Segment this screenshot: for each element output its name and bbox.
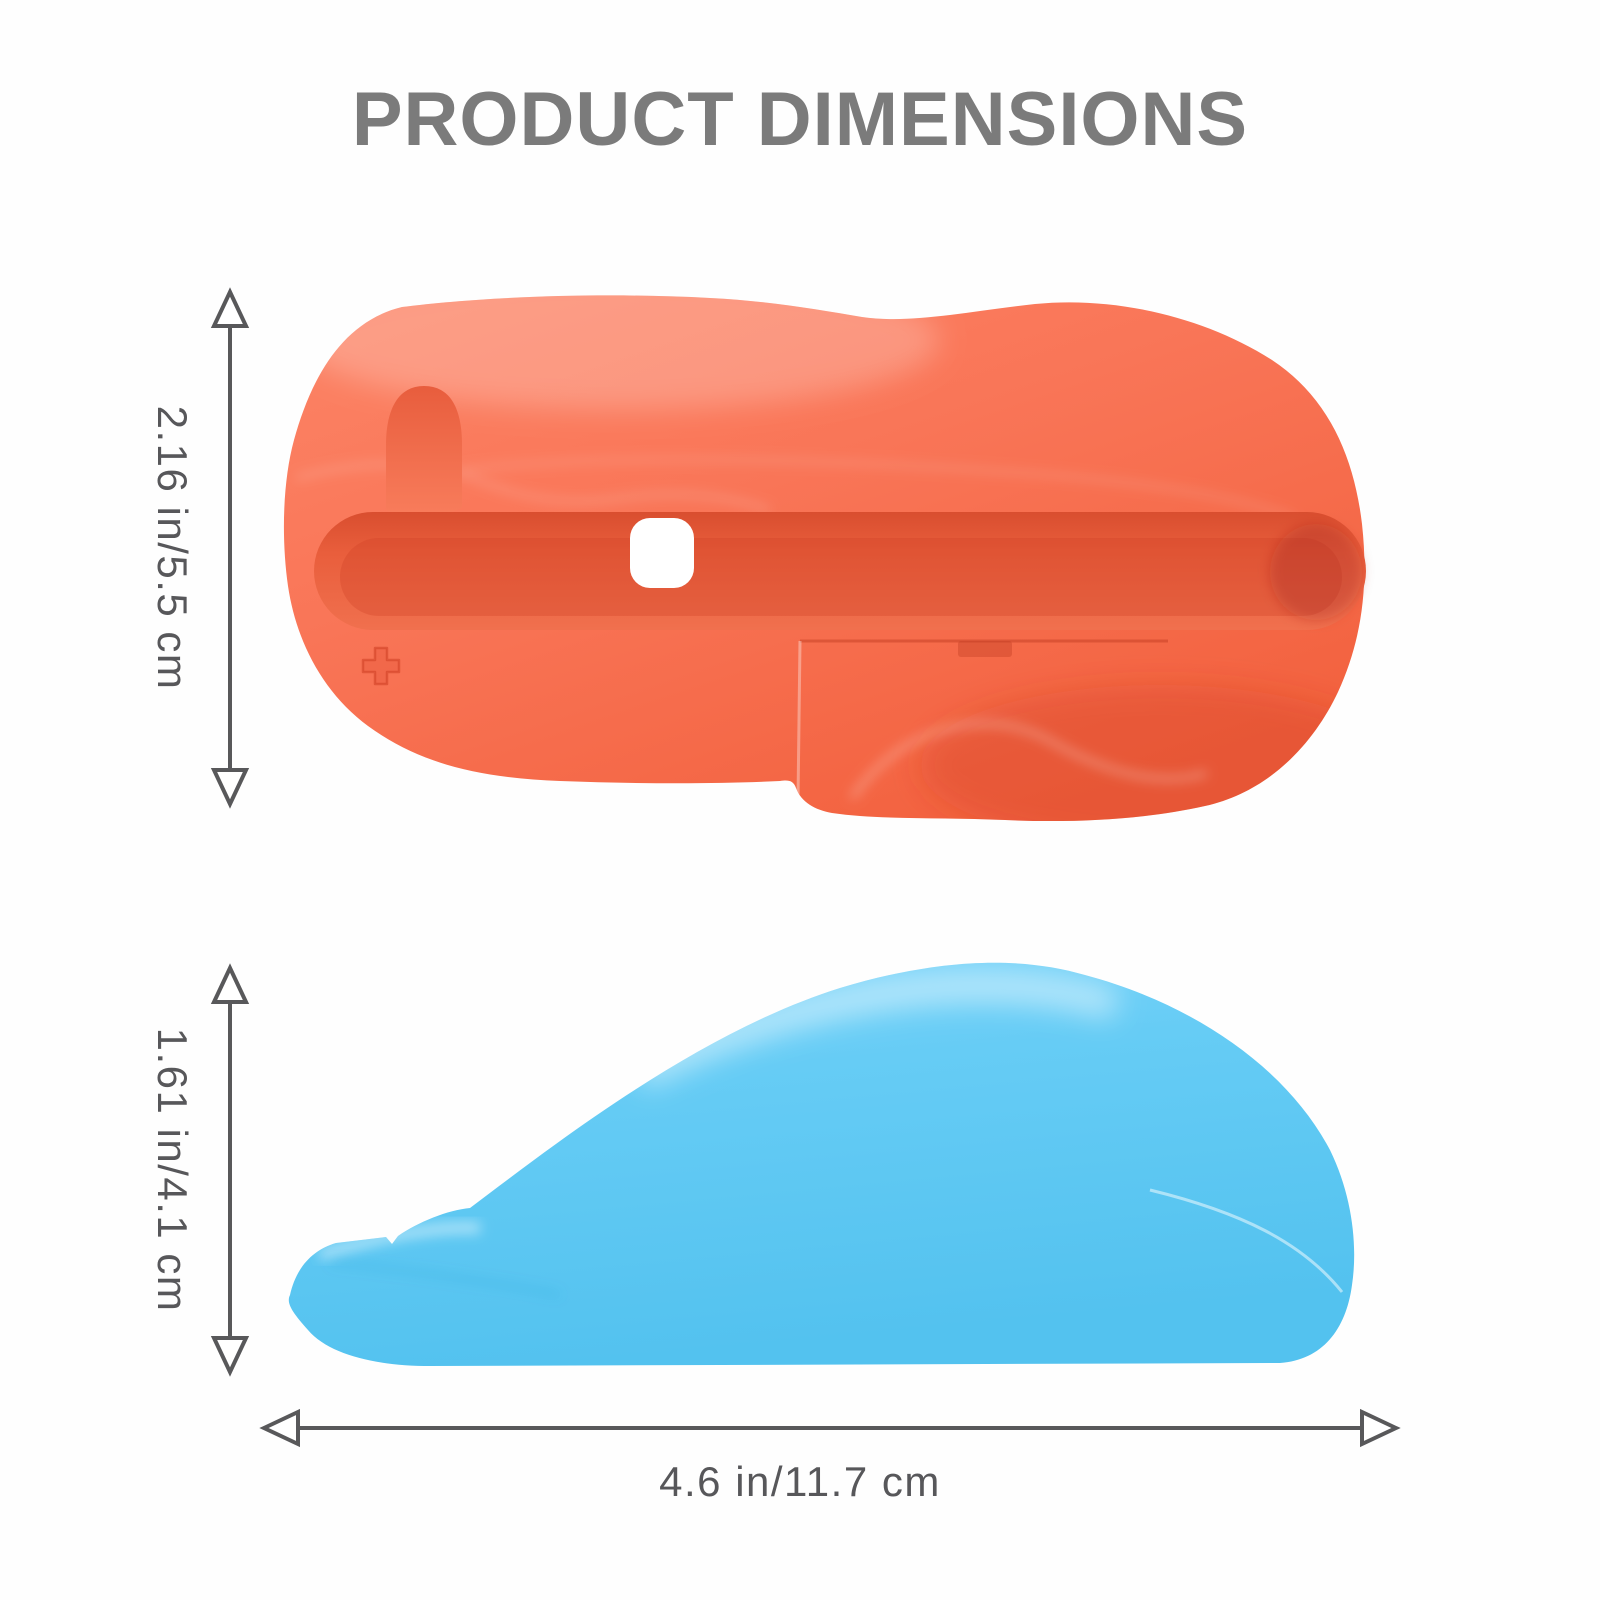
- orange-slot-recess: [314, 512, 1366, 630]
- orange-shelf-notch: [958, 641, 1012, 657]
- page-title: PRODUCT DIMENSIONS: [351, 77, 1249, 162]
- height-dimension-arrow-side-view: [210, 963, 250, 1377]
- blue-nose-seam: [329, 1260, 561, 1297]
- orange-step-edge: [796, 640, 802, 801]
- left-arrowhead-icon: [259, 1408, 300, 1448]
- orange-slot-floor: [340, 538, 1342, 616]
- dimension-label-top-view-height: 2.16 in/5.5 cm: [149, 405, 196, 691]
- orange-ridge-crease-right: [461, 457, 1296, 520]
- blue-nose-highlight: [318, 1221, 481, 1261]
- up-arrowhead-icon: [210, 963, 250, 1004]
- orange-connector-hole: [630, 518, 694, 588]
- orange-slot-end-shadow: [1270, 524, 1362, 620]
- height-dimension-arrow-top-view: [210, 287, 250, 809]
- down-arrowhead-icon: [210, 768, 250, 809]
- right-arrowhead-icon: [1360, 1408, 1401, 1448]
- orange-palm-crease: [850, 721, 1208, 800]
- grip-top-view-orange: [283, 295, 1366, 822]
- grip-side-view-blue: [288, 962, 1355, 1366]
- width-dimension-arrow: [259, 1408, 1401, 1448]
- orange-arch-notch: [386, 386, 462, 515]
- dimension-label-side-view-height: 1.61 in/4.1 cm: [149, 1027, 196, 1313]
- blue-right-seam: [1149, 1188, 1344, 1293]
- orange-topleft-highlight: [300, 295, 940, 410]
- up-arrowhead-icon: [210, 287, 250, 328]
- orange-bottomright-shade: [920, 685, 1365, 822]
- down-arrowhead-icon: [210, 1336, 250, 1377]
- plus-emblem-icon: [361, 646, 401, 686]
- dimension-label-width: 4.6 in/11.7 cm: [659, 1458, 941, 1505]
- blue-body: [288, 962, 1355, 1366]
